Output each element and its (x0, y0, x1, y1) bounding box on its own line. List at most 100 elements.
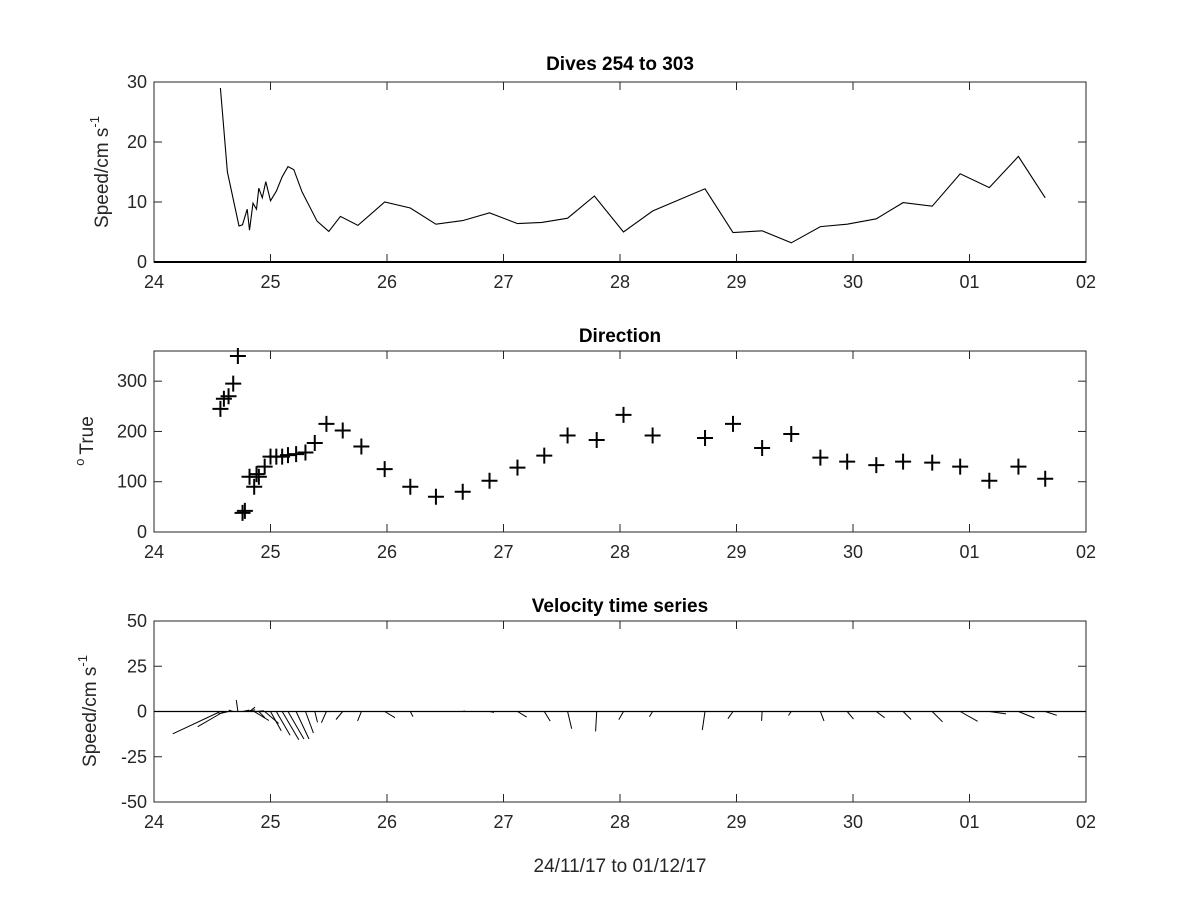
velocity-vector (235, 700, 239, 712)
velocity-vector (1018, 711, 1035, 719)
direction-marker (256, 458, 273, 475)
direction-ytick-label: 0 (137, 522, 147, 542)
speed-xtick-label: 01 (959, 272, 979, 292)
velocity-vector (489, 711, 495, 713)
velocity-vector (228, 709, 234, 712)
velocity-vector (618, 711, 624, 720)
direction-xtick-label: 02 (1076, 542, 1096, 562)
direction-marker (509, 459, 526, 476)
velocity-vector (270, 711, 282, 731)
velocity-vector (172, 711, 221, 735)
direction-ylabel-superscript: o (72, 459, 87, 466)
velocity-vector (409, 711, 414, 717)
direction-xtick-label: 26 (377, 542, 397, 562)
velocity-vector (701, 711, 706, 731)
velocity-panel: 24 25 26 27 28 29 30 01 02 -50 -25 0 25 50 Velocity t… (75, 596, 1096, 832)
velocity-vector (242, 709, 250, 712)
speed-xtick-label: 26 (377, 272, 397, 292)
velocity-vector (218, 711, 229, 715)
velocity-vector (281, 711, 300, 740)
velocity-vector (517, 711, 527, 718)
speed-ylabel-text: Speed/cm s (92, 128, 113, 228)
direction-marker (306, 435, 323, 452)
direction-marker (952, 458, 969, 475)
direction-marker (376, 461, 393, 478)
velocity-vector (648, 711, 654, 717)
direction-ytick-label: 200 (117, 421, 147, 441)
speed-ylabel: Speed/cm s-1 (87, 116, 113, 228)
direction-marker (536, 447, 553, 464)
velocity-vector (295, 711, 310, 740)
velocity-vector (567, 711, 573, 729)
velocity-vector (462, 710, 466, 712)
velocity-vector (1045, 711, 1057, 716)
direction-marker (246, 478, 263, 495)
velocity-vector (314, 711, 318, 723)
velocity-ytick-label: -25 (121, 747, 147, 767)
velocity-xtick-label: 30 (843, 812, 863, 832)
direction-axes-box (153, 350, 1087, 533)
direction-xtick-label: 29 (726, 542, 746, 562)
direction-marker (981, 472, 998, 489)
direction-marker (229, 348, 246, 365)
direction-marker (402, 478, 419, 495)
direction-marker (318, 415, 335, 432)
direction-marker (615, 406, 632, 423)
velocity-vector (253, 711, 270, 721)
velocity-plot-area: 24 25 26 27 28 29 30 01 02 -50 -25 0 25 50 (121, 611, 1096, 832)
velocity-vector (876, 711, 885, 719)
direction-marker (353, 438, 370, 455)
velocity-ytick-label: 0 (137, 702, 147, 722)
direction-marker (220, 388, 237, 405)
velocity-ylabel-text: Speed/cm s (80, 667, 101, 767)
velocity-xtick-label: 02 (1076, 812, 1096, 832)
velocity-xtick-label: 01 (959, 812, 979, 832)
velocity-vector (819, 711, 825, 722)
direction-marker (334, 422, 351, 439)
velocity-vector (902, 711, 912, 720)
speed-plot-area: 24 25 26 27 28 29 30 01 02 0 10 20 30 (127, 72, 1096, 292)
direction-marker (297, 444, 314, 461)
velocity-vector (258, 711, 266, 719)
velocity-xtick-label: 29 (726, 812, 746, 832)
direction-xtick-label: 24 (144, 542, 164, 562)
speed-xtick-label: 02 (1076, 272, 1096, 292)
velocity-ylabel-superscript: -1 (75, 655, 90, 667)
direction-ylabel-text: True (77, 416, 98, 454)
direction-xtick-label: 27 (493, 542, 513, 562)
direction-marker (754, 440, 771, 457)
velocity-vector (761, 711, 763, 721)
speed-panel: 24 25 26 27 28 29 30 01 02 0 10 20 30 Dives 254 to 3… (87, 54, 1096, 292)
speed-xtick-label: 27 (493, 272, 513, 292)
direction-marker (783, 425, 800, 442)
direction-plot-area: 24 25 26 27 28 29 30 01 02 0 100 200 300 (117, 348, 1096, 562)
velocity-vector (727, 711, 734, 719)
velocity-vector (256, 710, 264, 712)
speed-ytick-label: 30 (127, 72, 147, 92)
direction-xtick-label: 30 (843, 542, 863, 562)
direction-marker (1037, 470, 1054, 487)
figure-xlabel: 24/11/17 to 01/12/17 (534, 856, 707, 877)
direction-xtick-label: 01 (959, 542, 979, 562)
direction-marker (288, 446, 305, 463)
velocity-vector (989, 711, 1007, 715)
speed-ytick-label: 0 (137, 252, 147, 272)
speed-series-line (219, 87, 1046, 244)
speed-ytick-label: 20 (127, 132, 147, 152)
velocity-vector (305, 711, 314, 734)
velocity-xtick-label: 26 (377, 812, 397, 832)
direction-marker (236, 502, 253, 519)
velocity-vector (543, 711, 551, 722)
direction-ylabel: o True (72, 416, 98, 466)
velocity-vector (335, 711, 344, 720)
velocity-ytick-label: 50 (127, 611, 147, 631)
direction-marker (812, 449, 829, 466)
direction-marker (454, 483, 471, 500)
speed-xtick-label: 29 (726, 272, 746, 292)
direction-marker (588, 431, 605, 448)
speed-ylabel-superscript: -1 (87, 116, 102, 128)
direction-marker (427, 488, 444, 505)
speed-xtick-label: 28 (610, 272, 630, 292)
direction-ytick-label: 300 (117, 371, 147, 391)
velocity-vector (320, 711, 327, 723)
